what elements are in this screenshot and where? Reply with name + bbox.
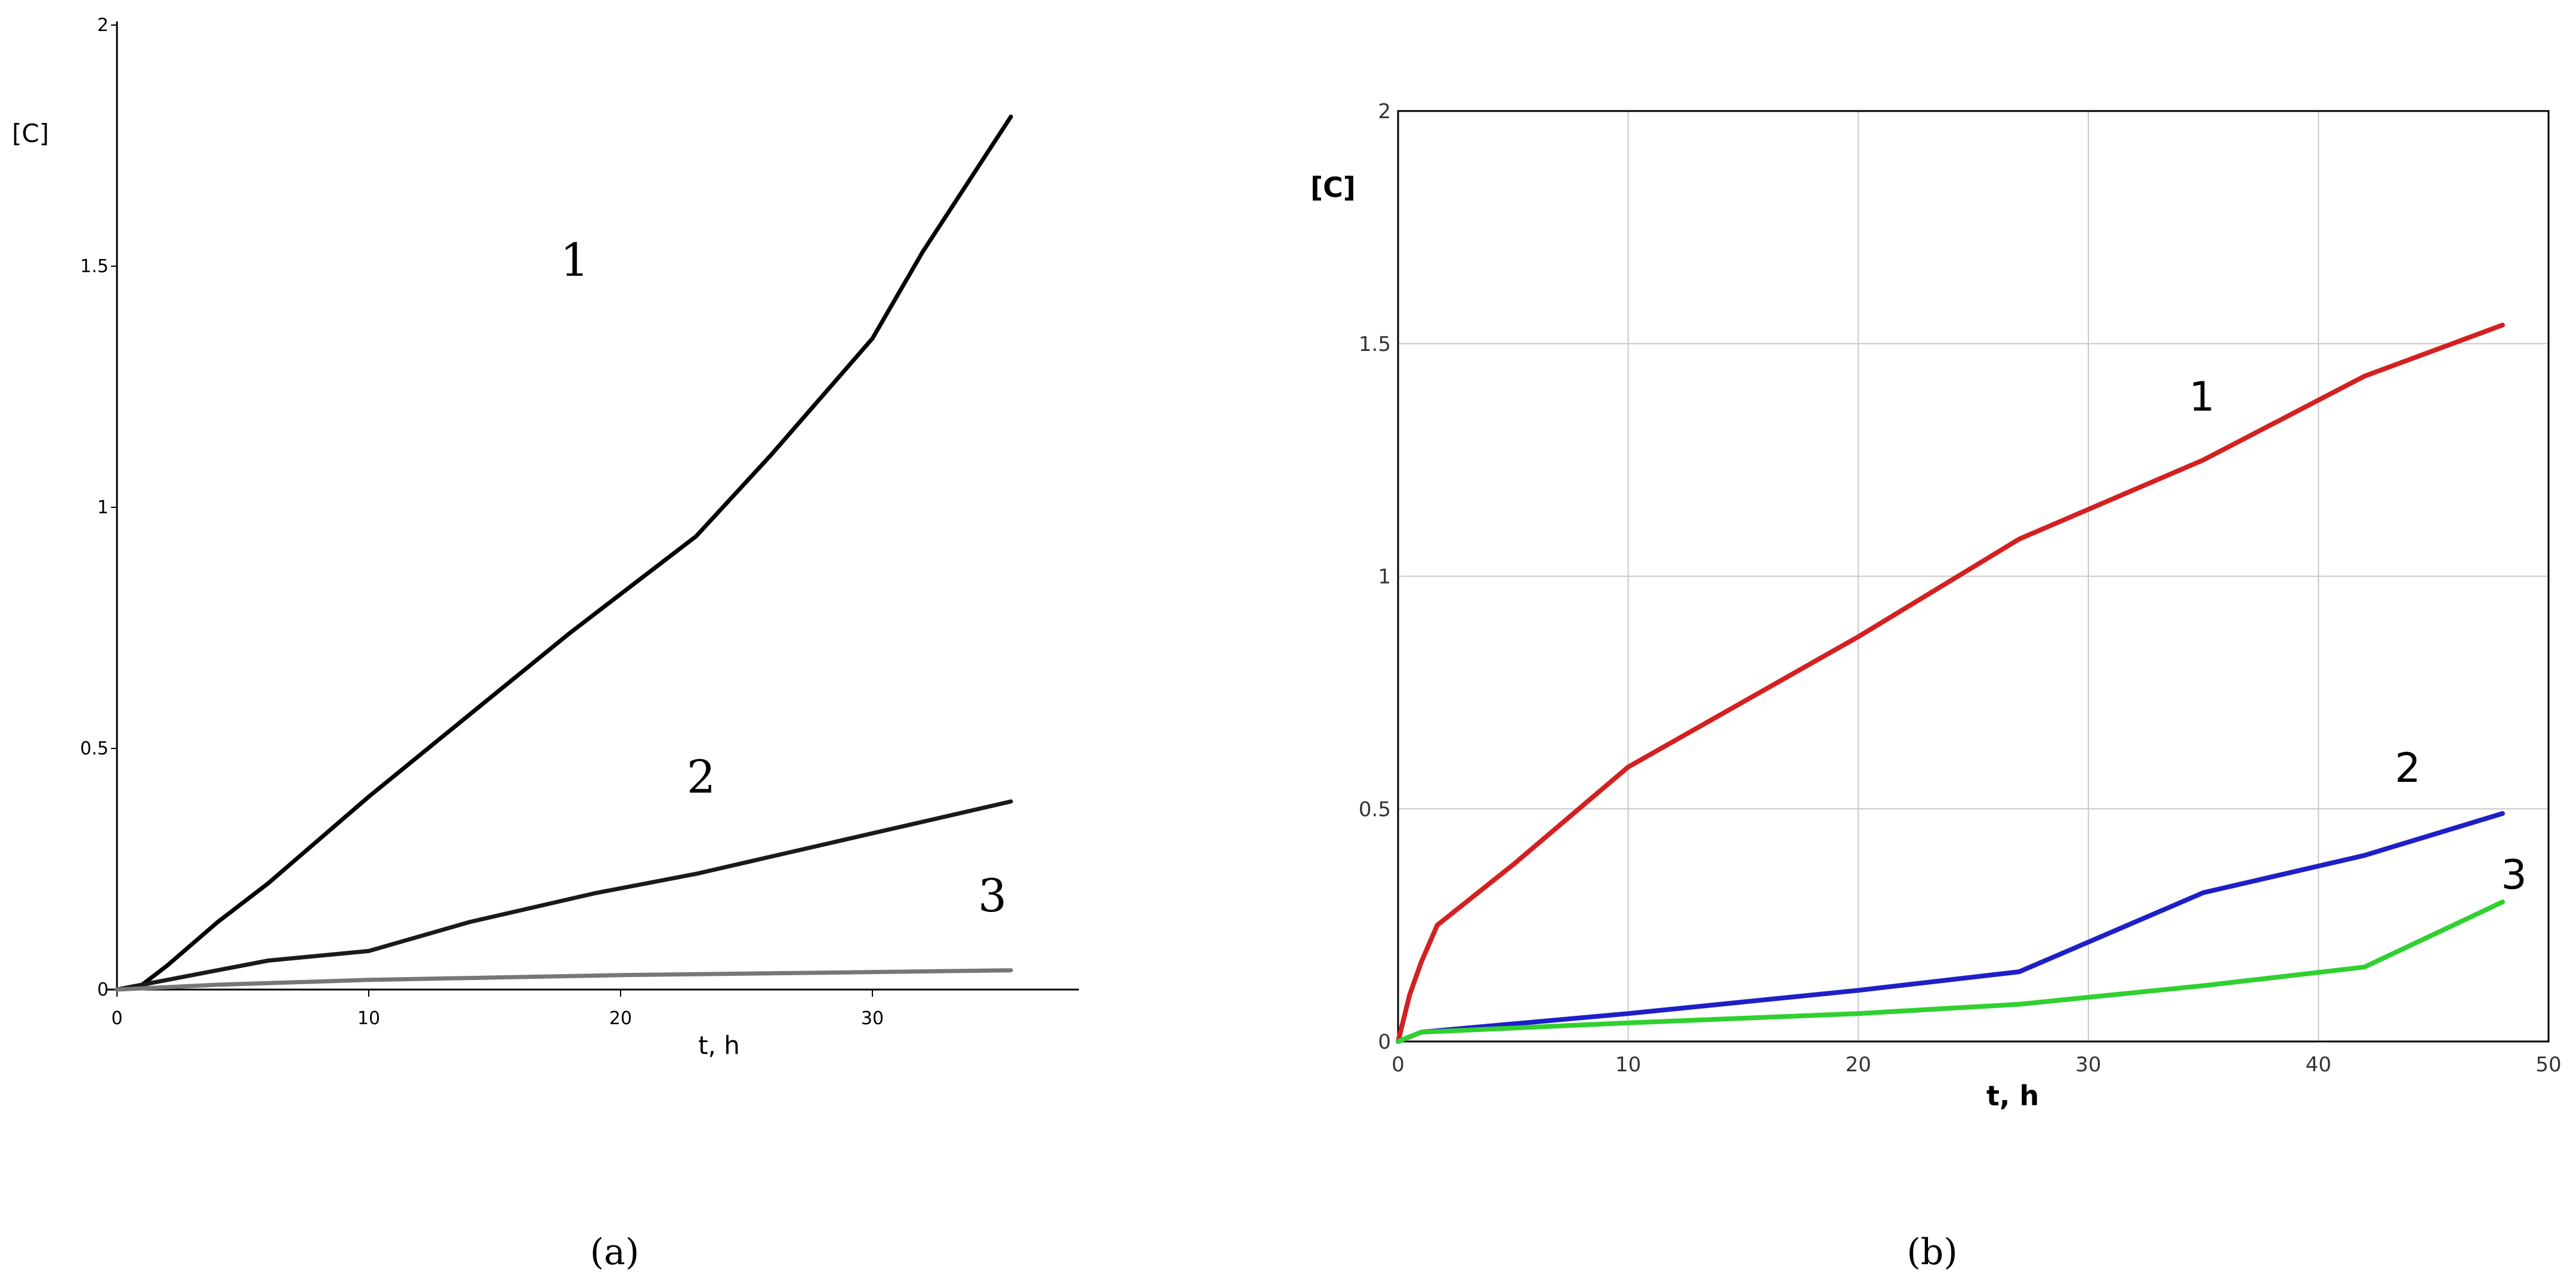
plot-frame-b bbox=[1397, 110, 2550, 1043]
y-tick-label-b: 0 bbox=[1378, 1030, 1391, 1054]
panel-b: 0 10 20 30 40 50 0 0.5 1 1.5 2 [C] t, h 1 2 3 (b) bbox=[1310, 100, 2562, 1273]
series-line-b-1 bbox=[1396, 322, 2505, 1044]
series-label-b-3: 3 bbox=[2501, 852, 2526, 899]
y-tick-label-a: 1 bbox=[97, 497, 109, 518]
y-tick-label-b: 0.5 bbox=[1359, 797, 1391, 821]
x-tick-label-b: 10 bbox=[1615, 1053, 1641, 1077]
x-tick-label-a: 30 bbox=[861, 1008, 884, 1029]
x-tick-label-a: 0 bbox=[111, 1008, 122, 1029]
x-tick-label-b: 0 bbox=[1392, 1053, 1405, 1077]
series-line-b-3 bbox=[1396, 899, 2505, 1044]
series-label-b-2: 2 bbox=[2395, 745, 2420, 792]
y-axis-label-a: [C] bbox=[12, 119, 49, 148]
x-axis-label-a: t, h bbox=[698, 1031, 740, 1060]
series-label-a-3: 3 bbox=[978, 869, 1007, 922]
series-line-a-3 bbox=[115, 968, 1013, 992]
y-tick-label-a: 2 bbox=[97, 15, 109, 36]
x-axis-label-b: t, h bbox=[1986, 1080, 2039, 1112]
x-tick-label-a: 20 bbox=[609, 1008, 632, 1029]
series-line-a-1 bbox=[115, 115, 1013, 992]
y-tick-label-b: 1.5 bbox=[1359, 332, 1391, 356]
panel-a: 0 10 20 30 0 0.5 1 1.5 2 [C] t, h 1 2 3 (a) bbox=[12, 15, 1079, 1273]
series-label-a-1: 1 bbox=[560, 233, 589, 286]
y-tick-label-b: 2 bbox=[1378, 100, 1391, 124]
caption-b: (b) bbox=[1906, 1231, 1957, 1273]
series-label-a-2: 2 bbox=[687, 750, 715, 803]
x-tick-label-a: 10 bbox=[357, 1008, 380, 1029]
x-tick-label-b: 30 bbox=[2075, 1053, 2101, 1077]
x-tick-label-b: 50 bbox=[2535, 1053, 2561, 1077]
series-label-b-1: 1 bbox=[2189, 374, 2214, 421]
y-tick-label-a: 1.5 bbox=[80, 256, 109, 277]
y-tick-label-a: 0.5 bbox=[80, 738, 109, 759]
y-tick-label-a: 0 bbox=[97, 979, 109, 1000]
y-tick-label-b: 1 bbox=[1378, 565, 1391, 589]
caption-a: (a) bbox=[590, 1231, 640, 1273]
x-tick-label-b: 20 bbox=[1846, 1053, 1871, 1077]
series-line-a-2 bbox=[115, 799, 1013, 992]
x-tick-label-b: 40 bbox=[2306, 1053, 2331, 1077]
y-axis-label-b: [C] bbox=[1310, 171, 1356, 204]
